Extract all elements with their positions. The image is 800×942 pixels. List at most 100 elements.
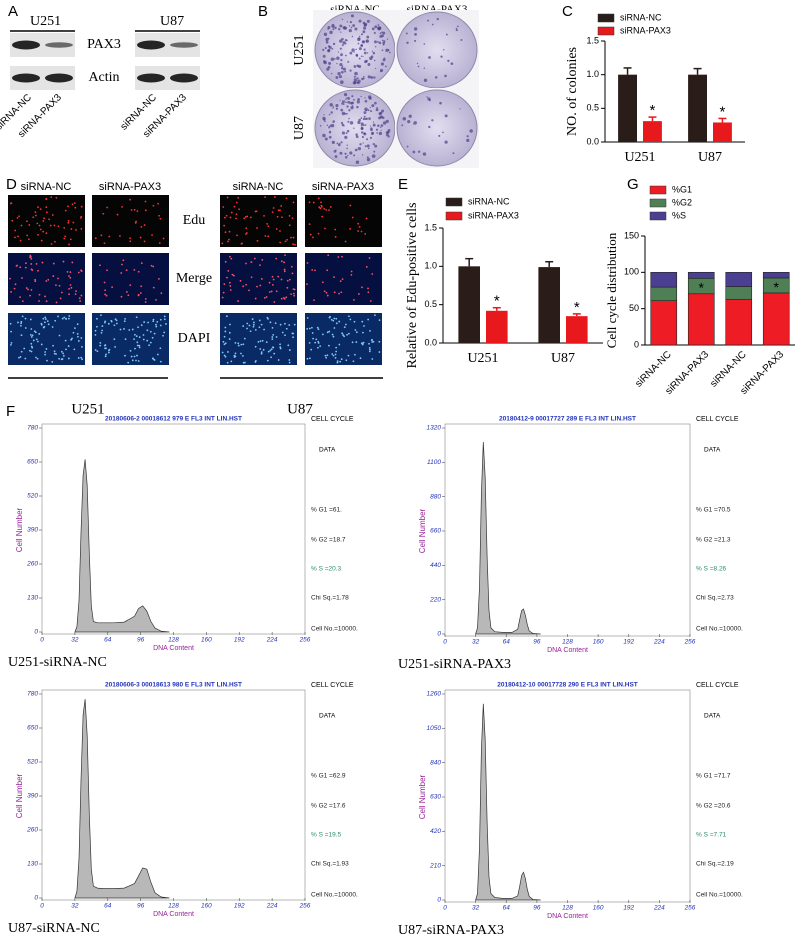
colony-dot bbox=[327, 49, 331, 53]
colony-dot bbox=[350, 106, 354, 110]
cell-dot bbox=[38, 293, 41, 296]
colony-dot bbox=[347, 60, 350, 63]
colony-dot bbox=[450, 62, 454, 66]
cell-dot bbox=[344, 240, 347, 243]
colony-dot bbox=[385, 119, 389, 123]
cell-dot bbox=[54, 319, 57, 322]
cell-dot bbox=[16, 216, 19, 219]
stat: % S =20.3 bbox=[311, 566, 342, 573]
cell-dot bbox=[143, 240, 146, 243]
cell-dot bbox=[323, 290, 326, 293]
plate bbox=[314, 89, 396, 167]
cell-dot bbox=[29, 349, 31, 352]
cell-dot bbox=[292, 201, 295, 204]
colony-dot bbox=[330, 57, 335, 62]
cell-dot bbox=[245, 262, 247, 265]
cell-dot bbox=[62, 352, 65, 355]
cell-dot bbox=[159, 347, 162, 350]
cell-dot bbox=[222, 340, 225, 343]
cell-dot bbox=[250, 276, 253, 279]
cell-dot bbox=[23, 347, 26, 350]
cell-dot bbox=[70, 338, 72, 341]
colony-dot bbox=[414, 33, 417, 36]
cell-dot bbox=[104, 347, 106, 350]
cell-dot bbox=[129, 198, 132, 201]
panel-label: E bbox=[398, 176, 408, 193]
colony-dot bbox=[324, 137, 328, 141]
colony-dot bbox=[427, 97, 431, 101]
cell-dot bbox=[328, 330, 331, 333]
cell-dot bbox=[136, 354, 138, 357]
cell-dot bbox=[308, 223, 311, 225]
cell-dot bbox=[316, 326, 319, 329]
cell-dot bbox=[248, 324, 251, 327]
colony-dot bbox=[374, 25, 378, 29]
header: CELL CYCLE bbox=[311, 416, 354, 423]
x-tick-label: 0 bbox=[40, 903, 44, 910]
cell-dot bbox=[32, 339, 35, 342]
cell-dot bbox=[258, 319, 261, 322]
cell-dot bbox=[94, 329, 97, 332]
cell-dot bbox=[237, 342, 240, 345]
cell-dot bbox=[287, 344, 290, 347]
cell-dot bbox=[245, 233, 247, 235]
cell-dot bbox=[273, 352, 276, 355]
colony-dot bbox=[358, 47, 362, 51]
cell-dot bbox=[288, 324, 291, 326]
colony-dot bbox=[442, 131, 444, 134]
cell-dot bbox=[245, 227, 248, 230]
colony-dot bbox=[352, 24, 356, 27]
cell-dot bbox=[332, 335, 335, 338]
bar-segment bbox=[650, 286, 678, 301]
cell-dot bbox=[44, 295, 46, 298]
cell-dot bbox=[378, 340, 381, 343]
cell-dot bbox=[162, 237, 165, 240]
cell-dot bbox=[253, 321, 255, 324]
x-tick-label: 192 bbox=[623, 905, 634, 912]
cell-dot bbox=[357, 230, 359, 232]
cell-dot bbox=[43, 325, 46, 328]
cell-dot bbox=[321, 281, 324, 284]
cell-dot bbox=[136, 341, 139, 344]
panel-label: F bbox=[6, 403, 15, 420]
cell-dot bbox=[10, 341, 13, 344]
cell-dot bbox=[129, 240, 132, 243]
cell-dot bbox=[275, 336, 278, 338]
colony-dot bbox=[337, 71, 341, 76]
colony-dot bbox=[346, 129, 350, 133]
cell-dot bbox=[38, 224, 41, 227]
cell-dot bbox=[149, 341, 152, 344]
colony-dot bbox=[344, 70, 347, 73]
colony-dot bbox=[364, 107, 368, 111]
cell-dot bbox=[47, 278, 50, 281]
colony-dot bbox=[356, 77, 359, 80]
colony-dot bbox=[346, 105, 349, 108]
cell-dot bbox=[288, 349, 291, 351]
colony-dot bbox=[378, 41, 382, 45]
cell-dot bbox=[136, 210, 139, 213]
cell-dot bbox=[20, 322, 23, 325]
cell-dot bbox=[290, 293, 293, 296]
cell-dot bbox=[43, 321, 46, 324]
cell-dot bbox=[68, 275, 70, 277]
colony-dot bbox=[380, 68, 384, 72]
cell-dot bbox=[114, 346, 117, 348]
cell-dot bbox=[124, 317, 127, 320]
colony-dot bbox=[349, 51, 353, 55]
cell-dot bbox=[338, 320, 341, 323]
cell-dot bbox=[107, 322, 110, 325]
cell-dot bbox=[124, 354, 126, 357]
cell-dot bbox=[67, 345, 70, 347]
cell-dot bbox=[326, 269, 329, 272]
x-tick-label: 256 bbox=[684, 905, 696, 912]
colony-dot bbox=[375, 128, 379, 131]
cell-dot bbox=[308, 327, 311, 330]
colony-dot bbox=[366, 156, 369, 159]
colony-dot bbox=[354, 27, 358, 31]
y-tick-label: 1320 bbox=[427, 425, 442, 432]
cell-dot bbox=[331, 333, 334, 336]
cell-dot bbox=[152, 320, 155, 323]
colony-dot bbox=[323, 114, 325, 116]
colony-dot bbox=[364, 145, 367, 148]
